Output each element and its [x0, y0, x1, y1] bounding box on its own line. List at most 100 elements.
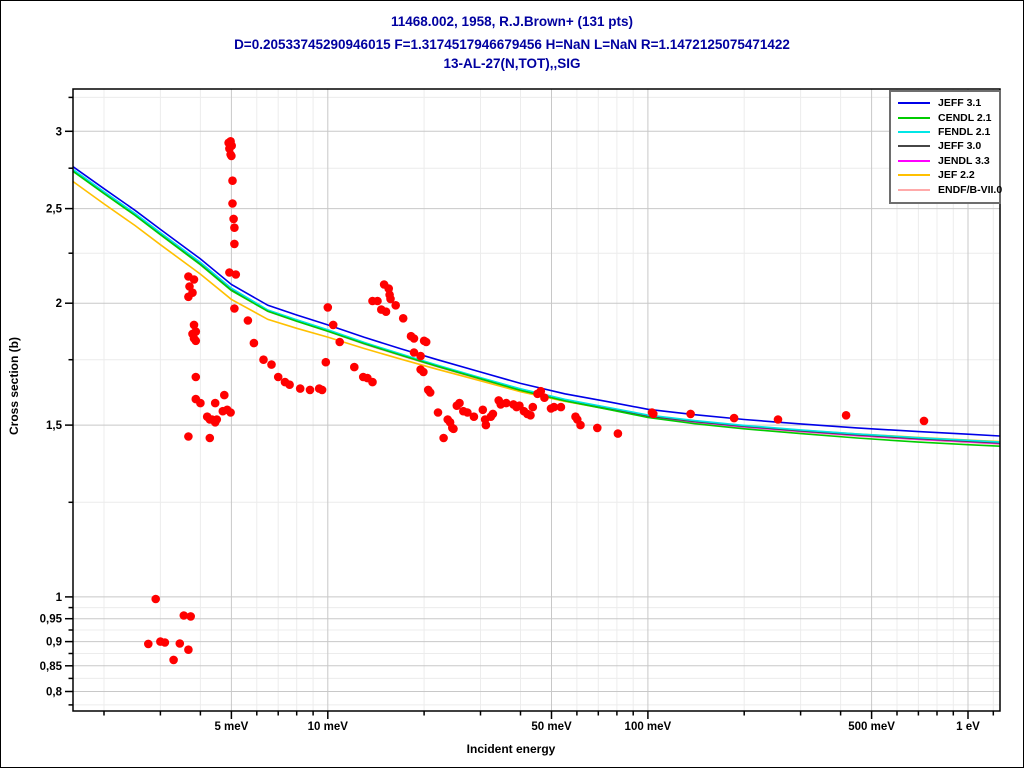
data-point: [212, 415, 222, 424]
data-point: [317, 385, 327, 395]
data-point: [230, 223, 239, 232]
data-point: [409, 348, 419, 357]
y-axis-title: Cross section (b): [7, 337, 21, 436]
data-point: [151, 594, 160, 604]
svg-text:2,5: 2,5: [46, 204, 63, 216]
svg-text:500 meV: 500 meV: [848, 721, 895, 733]
data-point: [335, 337, 345, 347]
data-point: [576, 420, 585, 430]
plot-title-reaction: 13-AL-27(N,TOT),,SIG: [443, 56, 581, 71]
data-point: [455, 398, 464, 408]
svg-text:10 meV: 10 meV: [308, 721, 349, 733]
data-point: [205, 433, 215, 443]
evaluation-curves: [72, 166, 1001, 447]
data-point: [841, 411, 851, 420]
y-tick-labels: 3 2,5 2 1,5 1 0,95 0,9 0,85 0,8: [40, 126, 63, 698]
data-point: [613, 429, 623, 438]
data-point: [227, 151, 236, 161]
legend-line-swatch: [898, 188, 930, 191]
legend-item: JEFF 3.1: [891, 96, 999, 110]
major-gridlines: [73, 89, 1000, 711]
minor-gridlines: [73, 89, 1000, 711]
plot-title-dataset: 11468.002, 1958, R.J.Brown+ (131 pts): [390, 14, 633, 29]
data-point: [328, 320, 338, 330]
data-point: [305, 385, 315, 395]
svg-text:100 meV: 100 meV: [625, 721, 672, 733]
svg-text:5 meV: 5 meV: [214, 721, 248, 733]
data-point: [528, 402, 538, 412]
data-point: [184, 432, 193, 441]
data-point: [259, 355, 268, 365]
data-point: [463, 408, 472, 417]
svg-text:3: 3: [56, 126, 62, 138]
plot-border: [72, 88, 1001, 712]
legend-item: JENDL 3.3: [891, 154, 999, 168]
legend-label: JEFF 3.1: [938, 97, 982, 110]
legend-label: JENDL 3.3: [938, 154, 990, 167]
legend-line-swatch: [898, 159, 930, 162]
data-point: [230, 239, 239, 249]
legend-line-swatch: [898, 116, 930, 119]
data-point: [368, 377, 377, 387]
data-point: [230, 304, 239, 313]
data-point: [189, 320, 199, 330]
data-point: [295, 384, 305, 393]
data-point: [526, 411, 535, 420]
data-point: [439, 433, 448, 443]
data-point: [179, 611, 189, 620]
data-point: [226, 408, 235, 417]
data-point: [323, 303, 333, 312]
legend-line-swatch: [898, 174, 930, 177]
data-point: [184, 292, 193, 302]
legend-line-swatch: [898, 102, 930, 105]
data-point: [549, 402, 559, 412]
data-point: [267, 360, 276, 369]
data-point: [556, 402, 566, 412]
data-point: [191, 372, 201, 382]
svg-text:50 meV: 50 meV: [531, 721, 572, 733]
curve-fendl-2-1: [72, 168, 1001, 443]
curve-jeff-3-1: [72, 166, 1001, 437]
x-tick-labels: 5 meV 10 meV 50 meV 100 meV 500 meV 1 eV: [214, 721, 980, 733]
data-point: [391, 301, 401, 310]
legend-label: JEFF 3.0: [938, 140, 982, 153]
curve-cendl-2-1: [72, 170, 1001, 447]
data-point: [186, 612, 195, 621]
data-point: [220, 390, 229, 400]
data-point: [419, 367, 428, 377]
svg-text:1: 1: [56, 592, 63, 604]
data-point: [421, 337, 431, 347]
data-point: [373, 296, 382, 306]
data-point: [729, 413, 739, 423]
data-point: [175, 639, 185, 648]
data-point: [249, 338, 259, 348]
data-point: [416, 351, 425, 361]
legend-item: CENDL 2.1: [891, 110, 999, 124]
data-point: [273, 372, 283, 382]
experimental-data-points: [144, 137, 929, 665]
legend-label: JEF 2.2: [938, 169, 975, 182]
legend: JEFF 3.1 CENDL 2.1 FENDL 2.1 JEFF 3.0 JENDL …: [889, 90, 1002, 204]
legend-item: ENDF/B-VII.0: [891, 182, 1002, 196]
data-point: [191, 336, 201, 346]
plot-title-statistics: D=0.20533745290946015 F=1.31745179466794…: [234, 37, 790, 52]
legend-label: CENDL 2.1: [938, 111, 992, 124]
legend-item: JEF 2.2: [891, 168, 999, 182]
data-point: [425, 388, 435, 397]
svg-text:0,95: 0,95: [40, 614, 63, 626]
data-point: [488, 409, 498, 419]
data-point: [229, 214, 238, 224]
data-point: [919, 416, 929, 426]
data-point: [536, 386, 546, 396]
data-point: [321, 357, 331, 367]
data-point: [649, 409, 658, 419]
data-point: [433, 408, 443, 417]
data-point: [469, 412, 479, 422]
legend-line-swatch: [898, 130, 930, 133]
data-point: [196, 398, 205, 408]
data-point: [478, 405, 488, 415]
data-point: [184, 645, 193, 654]
legend-item: FENDL 2.1: [891, 125, 999, 139]
